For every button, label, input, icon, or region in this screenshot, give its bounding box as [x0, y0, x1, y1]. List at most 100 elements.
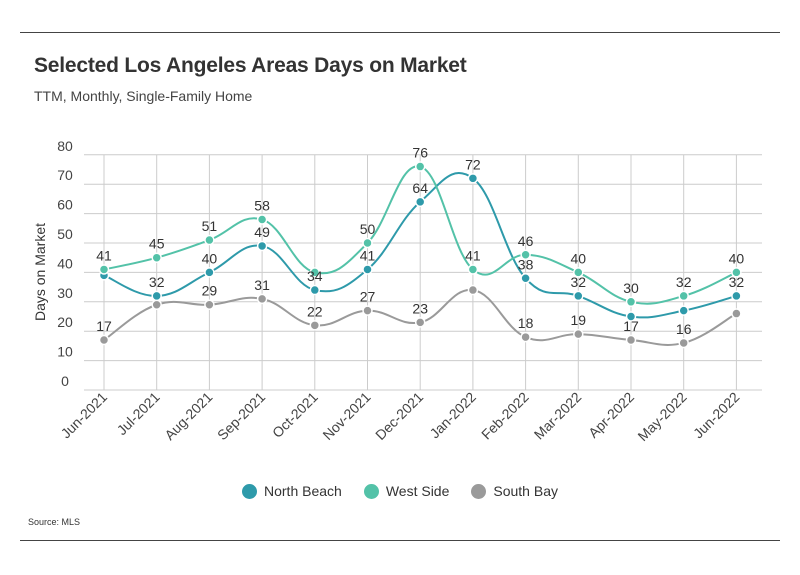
- chart-subtitle: TTM, Monthly, Single-Family Home: [34, 88, 253, 104]
- data-point-west-side: [256, 214, 268, 225]
- data-point-north-beach: [309, 284, 321, 296]
- x-tick-label: Jun-2021: [58, 389, 111, 442]
- y-tick-label: 50: [57, 226, 73, 242]
- x-tick-label: Dec-2021: [372, 389, 426, 443]
- x-tick-label: Feb-2022: [478, 389, 532, 443]
- data-point-north-beach: [414, 196, 426, 208]
- data-label-south-bay: 23: [412, 300, 428, 316]
- data-point-south-bay: [573, 328, 584, 340]
- data-point-west-side: [520, 249, 531, 261]
- data-point-west-side: [678, 290, 689, 302]
- data-point-south-bay: [520, 331, 531, 343]
- data-label-north-beach: 32: [571, 274, 587, 290]
- x-tick-label: Aug-2021: [161, 389, 215, 443]
- legend-item-west-side: West Side: [363, 483, 450, 499]
- y-axis-title: Days on Market: [32, 223, 48, 321]
- data-label-south-bay: 17: [96, 318, 112, 334]
- legend-item-south-bay: South Bay: [471, 483, 558, 499]
- data-point-north-beach: [467, 173, 479, 184]
- data-point-west-side: [467, 264, 479, 275]
- data-label-west-side: 50: [360, 221, 376, 237]
- data-point-north-beach: [256, 240, 268, 252]
- data-label-north-beach: 40: [202, 250, 218, 266]
- data-point-north-beach: [678, 305, 689, 316]
- y-tick-label: 0: [61, 373, 69, 389]
- y-tick-label: 10: [57, 344, 73, 360]
- data-point-north-beach: [151, 290, 162, 302]
- data-label-south-bay: 22: [307, 303, 323, 319]
- data-label-west-side: 41: [96, 247, 112, 263]
- legend-item-north-beach: North Beach: [242, 483, 342, 499]
- data-point-south-bay: [678, 337, 689, 349]
- data-label-west-side: 40: [571, 250, 587, 266]
- legend-label-north-beach: North Beach: [264, 483, 342, 499]
- data-point-south-bay: [151, 299, 162, 310]
- data-label-west-side: 51: [202, 218, 218, 234]
- data-point-west-side: [362, 237, 373, 249]
- y-tick-label: 70: [57, 167, 73, 183]
- data-label-north-beach: 41: [360, 247, 376, 263]
- x-tick-label: Oct-2021: [269, 389, 321, 441]
- data-point-west-side: [414, 161, 426, 172]
- data-label-north-beach: 38: [518, 256, 534, 272]
- x-tick-label: Jun-2022: [690, 389, 743, 442]
- bottom-rule: [20, 540, 780, 541]
- data-label-north-beach: 34: [307, 268, 323, 284]
- data-label-west-side: 41: [465, 247, 481, 263]
- x-tick-label: Jul-2021: [114, 389, 163, 438]
- x-tick-label: May-2022: [634, 389, 689, 444]
- legend-swatch-north-beach: [242, 483, 257, 499]
- data-point-west-side: [151, 252, 162, 263]
- data-label-west-side: 32: [676, 274, 692, 290]
- x-tick-label: Sep-2021: [214, 389, 268, 443]
- data-point-west-side: [731, 267, 742, 278]
- source-note: Source: MLS: [28, 517, 81, 527]
- y-tick-label: 30: [57, 285, 73, 301]
- y-tick-label: 20: [57, 314, 73, 330]
- data-label-south-bay: 31: [254, 277, 270, 293]
- data-point-north-beach: [362, 264, 373, 275]
- data-point-south-bay: [98, 334, 110, 346]
- data-point-south-bay: [256, 293, 268, 305]
- data-label-west-side: 30: [623, 280, 639, 296]
- data-point-south-bay: [362, 305, 373, 316]
- data-point-west-side: [573, 267, 584, 278]
- data-label-west-side: 40: [729, 250, 745, 266]
- data-point-west-side: [625, 296, 637, 308]
- data-label-west-side: 76: [412, 145, 428, 161]
- data-point-north-beach: [731, 290, 742, 302]
- data-label-west-side: 46: [518, 233, 534, 249]
- legend-swatch-south-bay: [471, 483, 487, 499]
- data-point-south-bay: [731, 308, 742, 319]
- data-label-south-bay: 27: [360, 289, 376, 305]
- y-tick-label: 80: [57, 138, 73, 154]
- top-rule: [20, 32, 780, 33]
- y-tick-label: 40: [57, 255, 73, 271]
- data-label-south-bay: 18: [518, 315, 534, 331]
- data-point-north-beach: [573, 290, 584, 302]
- chart-title: Selected Los Angeles Areas Days on Marke…: [34, 54, 467, 77]
- data-label-south-bay: 16: [676, 321, 692, 337]
- x-tick-label: Apr-2022: [585, 389, 637, 441]
- data-label-north-beach: 49: [254, 224, 270, 240]
- data-label-north-beach: 32: [729, 274, 745, 290]
- x-tick-label: Nov-2021: [319, 389, 373, 443]
- legend-label-west-side: West Side: [385, 483, 450, 499]
- data-label-north-beach: 72: [465, 156, 481, 172]
- data-point-south-bay: [467, 284, 479, 296]
- data-point-west-side: [309, 267, 321, 278]
- legend-label-south-bay: South Bay: [493, 483, 558, 499]
- data-label-south-bay: 19: [571, 312, 587, 328]
- data-label-south-bay: 29: [202, 283, 218, 299]
- chart-legend: North Beach West Side South Bay: [0, 483, 800, 499]
- data-label-north-beach: 64: [412, 180, 428, 196]
- data-point-north-beach: [204, 267, 215, 278]
- data-point-west-side: [98, 264, 110, 275]
- data-label-west-side: 45: [149, 236, 165, 252]
- data-point-south-bay: [309, 320, 321, 331]
- data-point-south-bay: [625, 334, 637, 346]
- data-point-south-bay: [414, 317, 426, 328]
- data-point-north-beach: [625, 311, 637, 322]
- x-tick-label: Jan-2022: [426, 389, 479, 442]
